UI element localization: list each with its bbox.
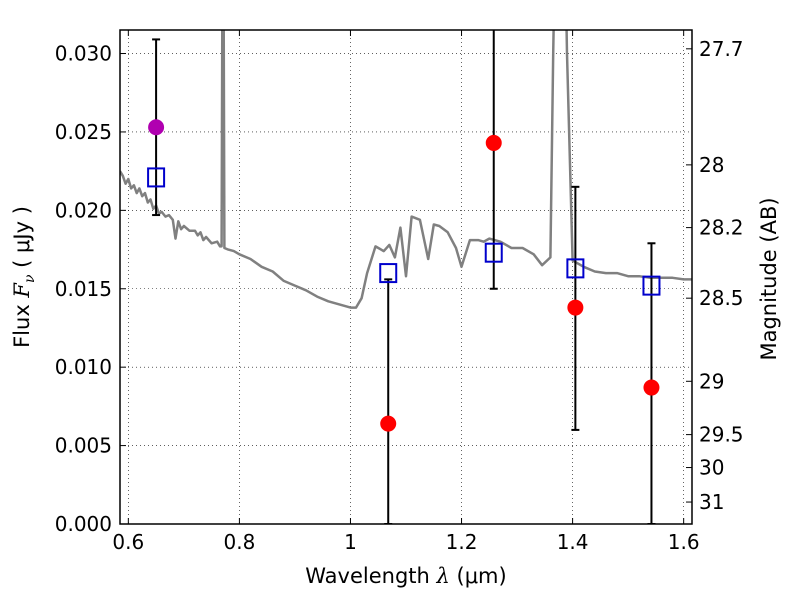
mag-tick-label: 28.2 (699, 216, 744, 240)
x-tick-label: 0.6 (112, 530, 144, 554)
y-tick-label: 0.020 (55, 198, 112, 222)
x-tick-label: 1.6 (668, 530, 700, 554)
x-tick-label: 1 (344, 530, 357, 554)
model-flux-marker (642, 275, 661, 296)
mag-tick-label: 29 (699, 369, 724, 393)
plot-area (120, 30, 692, 524)
observed-flux-point (567, 299, 584, 316)
mag-tick-label: 28.5 (699, 286, 744, 310)
model-flux-marker (379, 263, 398, 284)
ticks: 0.6 0.8 1 1.2 1.4 1.6 0.000 0.005 0.010 0.015 0.02… (55, 30, 744, 554)
model-flux-marker (484, 242, 503, 263)
mag-tick-label: 31 (699, 490, 724, 514)
y-tick-label: 0.005 (55, 434, 112, 458)
x-tick-label: 1.2 (446, 530, 478, 554)
observed-flux-point (485, 134, 502, 151)
y2-axis-label: Magnitude (AB) (757, 197, 781, 360)
observed-flux-point (148, 119, 165, 136)
axes-frame (119, 29, 693, 525)
y-tick-label: 0.015 (55, 277, 112, 301)
mag-tick-label: 28 (699, 153, 724, 177)
x-tick-label: 0.8 (223, 530, 255, 554)
mag-tick-label: 29.5 (699, 423, 744, 447)
mag-tick-label: 27.7 (699, 37, 744, 61)
y-tick-label: 0.025 (55, 120, 112, 144)
y-tick-label: 0.030 (55, 42, 112, 66)
y-tick-label: 0.010 (55, 355, 112, 379)
template-spectrum-line (120, 30, 692, 309)
y-axis-label: Flux Fν ( μJy ) (10, 206, 38, 348)
mag-tick-label: 30 (699, 456, 724, 480)
x-tick-label: 1.4 (557, 530, 589, 554)
model-flux-marker (566, 258, 585, 279)
observed-flux-point (643, 379, 660, 396)
model-flux-marker (147, 167, 166, 188)
observed-flux-point (380, 415, 397, 432)
y-tick-label: 0.000 (55, 512, 112, 536)
x-axis-label: Wavelength λ (μm) (305, 564, 506, 588)
